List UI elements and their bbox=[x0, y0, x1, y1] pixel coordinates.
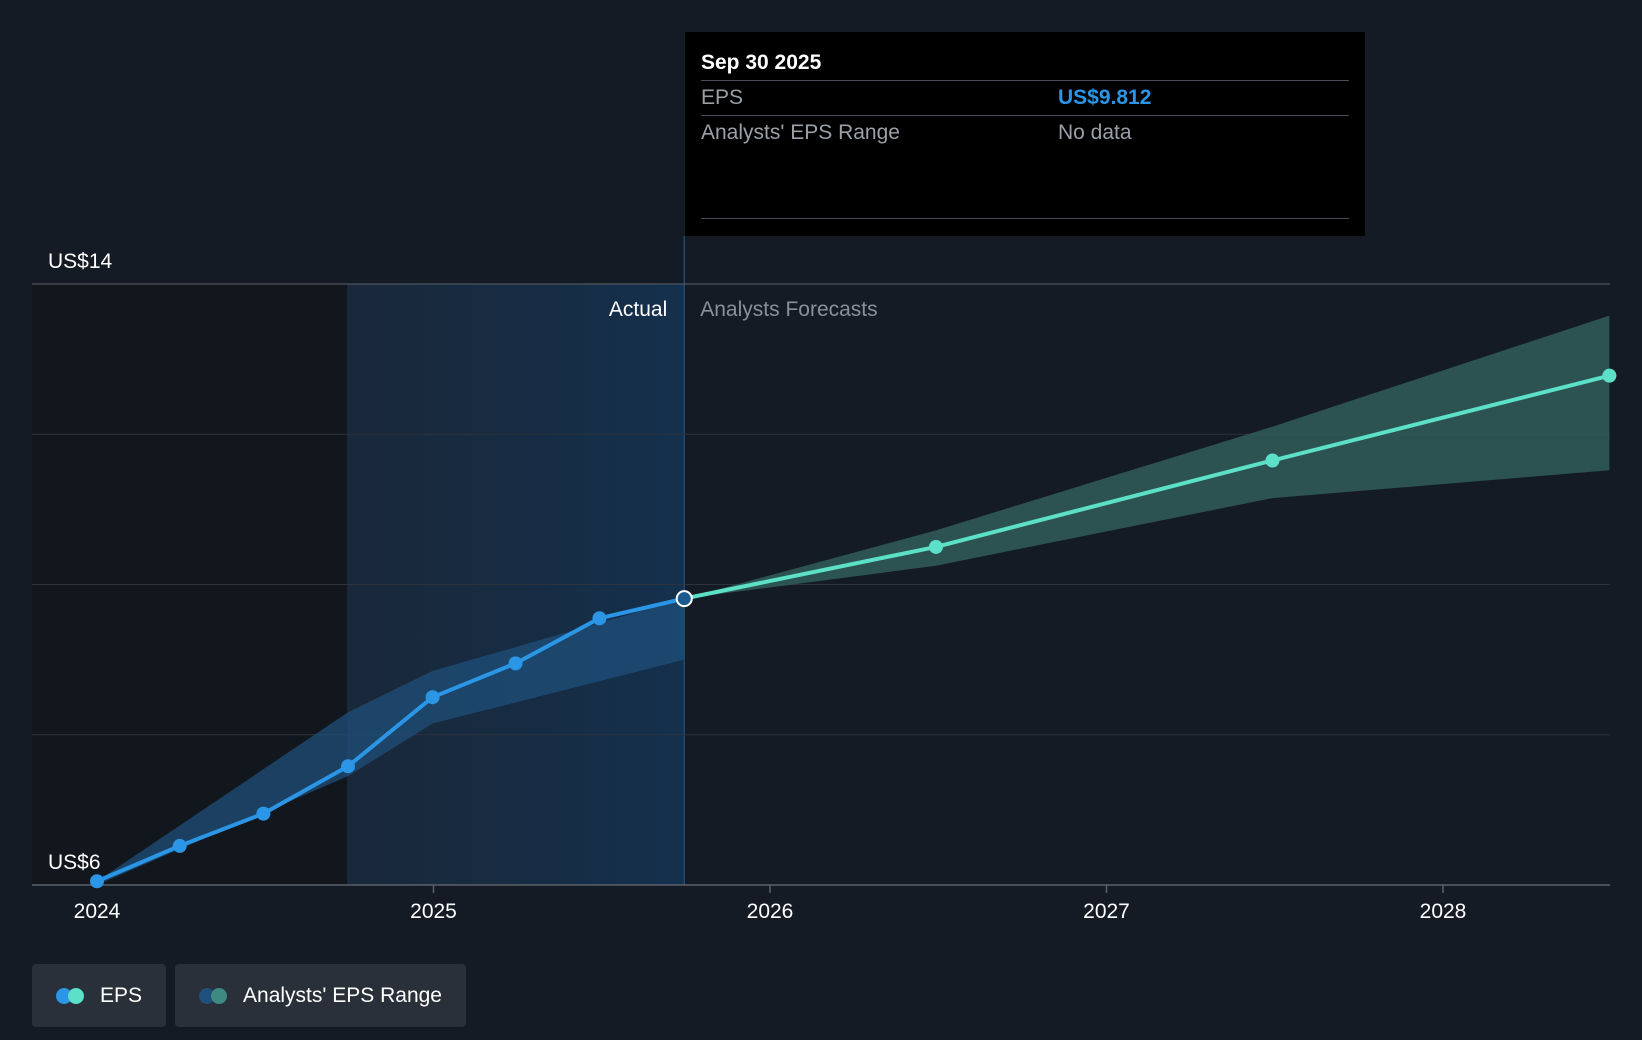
forecast-range-band bbox=[684, 315, 1610, 599]
y-tick-label-top: US$14 bbox=[48, 250, 113, 273]
hover-tooltip: Sep 30 2025 EPS US$9.812 Analysts' EPS R… bbox=[685, 32, 1365, 236]
tooltip-date: Sep 30 2025 bbox=[701, 46, 1349, 81]
tooltip-row-range: Analysts' EPS Range No data bbox=[701, 116, 1349, 150]
legend-item-eps[interactable]: EPS bbox=[32, 964, 167, 1027]
actual-eps-point bbox=[592, 611, 607, 626]
highlighted-eps-point bbox=[675, 590, 693, 608]
actual-eps-point bbox=[172, 838, 187, 853]
x-tick-label: 2028 bbox=[1420, 900, 1467, 923]
x-tick-label: 2024 bbox=[74, 900, 121, 923]
forecast-eps-point bbox=[1602, 368, 1617, 383]
actual-eps-point bbox=[256, 806, 271, 821]
tooltip-range-label: Analysts' EPS Range bbox=[701, 121, 900, 144]
tooltip-eps-value: US$9.812 bbox=[1058, 86, 1152, 109]
legend: EPS Analysts' EPS Range bbox=[32, 964, 466, 1027]
legend-item-range[interactable]: Analysts' EPS Range bbox=[175, 964, 466, 1027]
eps-legend-icon bbox=[56, 987, 86, 1004]
x-tick-label: 2025 bbox=[410, 900, 457, 923]
legend-eps-label: EPS bbox=[100, 983, 143, 1007]
tooltip-row-eps: EPS US$9.812 bbox=[701, 81, 1349, 116]
actual-eps-point bbox=[90, 874, 104, 889]
actual-section-label: Actual bbox=[609, 298, 667, 321]
forecast-eps-line bbox=[683, 373, 1610, 601]
x-tick-label: 2026 bbox=[747, 900, 794, 923]
actual-eps-point bbox=[425, 690, 440, 705]
tooltip-range-value: No data bbox=[1058, 121, 1132, 144]
actual-eps-point bbox=[508, 656, 523, 671]
forecast-eps-point bbox=[928, 539, 943, 554]
tooltip-eps-label: EPS bbox=[701, 86, 744, 109]
forecast-section-label: Analysts Forecasts bbox=[700, 298, 877, 321]
actual-range-band bbox=[97, 598, 685, 885]
actual-eps-point bbox=[340, 759, 355, 774]
x-tick-label: 2027 bbox=[1083, 900, 1130, 923]
y-tick-label-bottom: US$6 bbox=[48, 851, 101, 874]
tooltip-divider bbox=[701, 218, 1349, 219]
forecast-eps-point bbox=[1265, 453, 1280, 468]
legend-range-label: Analysts' EPS Range bbox=[243, 983, 442, 1007]
actual-eps-line bbox=[96, 596, 685, 884]
range-legend-icon bbox=[199, 987, 229, 1004]
